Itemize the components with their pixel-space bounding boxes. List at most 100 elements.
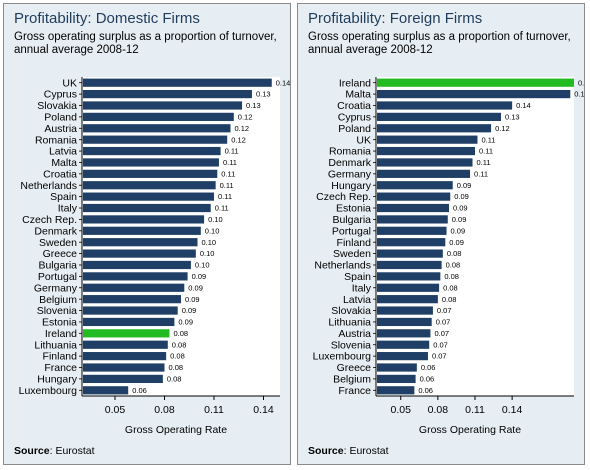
category-label: Latvia [49,146,77,158]
data-label: 0.11 [218,192,232,201]
data-label: 0.10 [195,261,210,270]
data-label: 0.10 [208,215,223,224]
x-tick-label: 0.14 [502,404,523,416]
bar-netherlands [377,260,442,270]
category-label: Netherlands [314,260,371,272]
category-label: Czech Rep. [22,214,77,226]
category-label: Hungary [37,374,77,386]
foreign-firms-panel: Profitability: Foreign Firms Gross opera… [297,3,585,465]
data-label: 0.09 [457,181,472,190]
data-label: 0.10 [202,238,217,247]
data-label: 0.14 [276,78,290,87]
data-label: 0.13 [246,101,261,110]
category-label: Malta [51,157,77,169]
x-tick-label: 0.14 [253,404,274,416]
data-label: 0.11 [474,169,488,178]
source-note: Source: Eurostat [308,445,389,457]
data-label: 0.09 [188,283,203,292]
source-note: Source: Eurostat [14,445,95,457]
data-label: 0.13 [505,112,520,121]
data-label: 0.07 [437,306,452,315]
domestic-firms-panel: Profitability: Domestic Firms Gross oper… [3,3,291,465]
data-label: 0.12 [231,135,246,144]
category-label: Lithuania [34,339,77,351]
category-label: Spain [344,271,371,283]
data-label: 0.09 [451,226,466,235]
data-label: 0.19 [574,90,584,99]
data-label: 0.07 [432,352,447,361]
bar-lithuania [377,317,432,327]
data-label: 0.08 [447,249,462,258]
source-value: : Eurostat [343,445,389,457]
data-label: 0.11 [221,169,235,178]
category-label: Ireland [339,77,371,89]
bar-italy [83,203,211,213]
bar-latvia [83,146,221,156]
data-label: 0.06 [420,375,435,384]
data-label: 0.11 [220,181,234,190]
data-label: 0.09 [178,318,193,327]
data-label: 0.11 [481,135,495,144]
bar-greece [377,363,417,372]
chart-title: Profitability: Foreign Firms [308,10,483,27]
category-label: Italy [352,282,372,294]
category-label: Denmark [328,157,371,169]
bar-bulgaria [83,260,191,270]
bar-france [83,363,165,372]
bar-finland [83,352,167,361]
category-label: Belgium [39,294,77,306]
bar-hungary [377,181,453,190]
bar-uk [83,78,272,87]
category-label: Romania [329,146,371,158]
category-label: Slovakia [331,305,371,317]
data-label: 0.09 [452,215,467,224]
data-label: 0.11 [215,204,229,213]
category-label: Denmark [34,225,77,237]
category-label: Poland [338,123,371,135]
bar-slovakia [377,306,433,315]
data-label: 0.12 [235,124,250,133]
data-label: 0.09 [185,295,200,304]
bar-italy [377,283,440,292]
category-label: France [338,385,371,397]
data-label: 0.12 [238,112,253,121]
bar-portugal [377,226,447,235]
data-label: 0.08 [169,363,184,372]
bar-denmark [377,158,473,167]
bar-lithuania [83,340,168,349]
bar-portugal [83,272,188,281]
data-label: 0.19 [578,78,584,87]
category-label: Portugal [332,225,371,237]
data-label: 0.08 [172,340,187,349]
x-tick-label: 0.05 [391,404,412,416]
bar-slovenia [377,340,430,349]
x-axis-label: Gross Operating Rate [125,424,227,436]
bar-croatia [83,169,218,178]
foreign-firms-bar-chart: Ireland 0.19 Malta 0.19 Croatia 0.14 Cyprus 0.1… [313,77,584,436]
bar-germany [377,169,471,178]
bar-slovenia [83,306,178,315]
bar-france [377,386,415,395]
bar-belgium [377,374,416,384]
category-label: Germany [328,168,372,180]
category-label: Greece [337,362,372,374]
category-label: Italy [58,203,78,215]
source-value: : Eurostat [49,445,95,457]
category-label: Poland [44,111,77,123]
category-label: Cyprus [44,89,77,101]
bar-uk [377,135,478,144]
bar-cyprus [83,89,252,99]
bar-estonia [83,317,175,327]
category-label: Slovenia [331,339,371,351]
bar-spain [377,272,441,281]
data-label: 0.09 [453,204,468,213]
bar-germany [83,283,185,292]
bar-bulgaria [377,215,448,224]
category-label: Portugal [38,271,77,283]
data-label: 0.08 [444,272,459,281]
data-label: 0.07 [434,329,449,338]
domestic-firms-bar-chart: UK 0.14 Cyprus 0.13 Slovakia 0.13 Poland 0.12 Au… [19,77,290,436]
data-label: 0.07 [436,318,451,327]
bar-cyprus [377,112,501,121]
x-tick-label: 0.11 [204,404,224,416]
